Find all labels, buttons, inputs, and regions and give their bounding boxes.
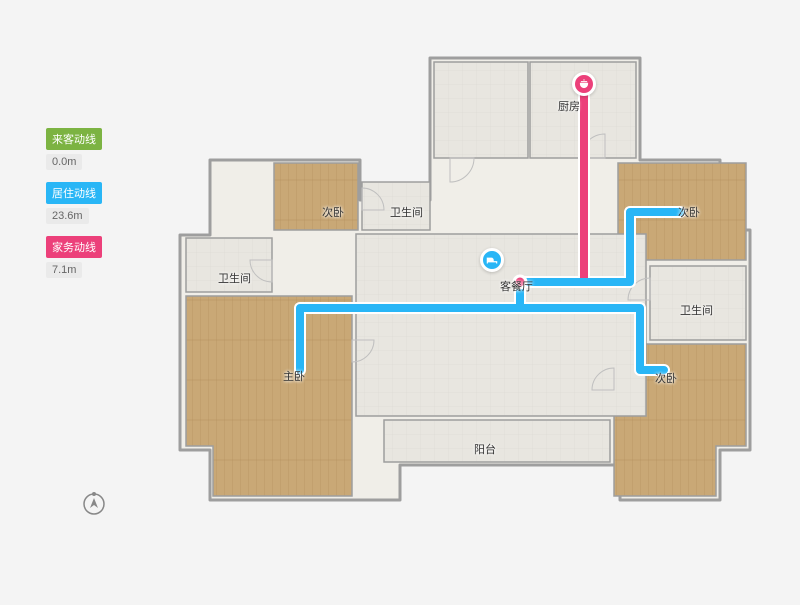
- compass-icon: [80, 490, 108, 518]
- legend-item-0: 来客动线 0.0m: [46, 128, 102, 170]
- label-balcony: 阳台: [474, 441, 496, 457]
- legend-value: 7.1m: [46, 262, 82, 278]
- label-bed4_r: 次卧: [655, 370, 677, 386]
- label-bed2_top: 次卧: [322, 204, 344, 220]
- room-balcony: [384, 420, 610, 462]
- legend-value: 23.6m: [46, 208, 89, 224]
- label-bath3: 卫生间: [680, 302, 713, 318]
- kitchen-marker: [572, 72, 596, 96]
- room-balcony_top: [434, 62, 528, 158]
- label-bath1: 卫生间: [218, 270, 251, 286]
- label-kitchen: 厨房: [558, 98, 580, 114]
- legend-label: 来客动线: [46, 128, 102, 150]
- label-master: 主卧: [283, 368, 305, 384]
- legend-value: 0.0m: [46, 154, 82, 170]
- label-bath2: 卫生间: [390, 204, 423, 220]
- legend-label: 家务动线: [46, 236, 102, 258]
- living-marker: [480, 248, 504, 272]
- label-living: 客餐厅: [500, 278, 533, 294]
- legend-label: 居住动线: [46, 182, 102, 204]
- legend-item-1: 居住动线 23.6m: [46, 182, 102, 224]
- label-bed3_r: 次卧: [678, 204, 700, 220]
- legend-item-2: 家务动线 7.1m: [46, 236, 102, 278]
- room-bed2_top: [274, 163, 358, 230]
- floorplan-svg: [0, 0, 800, 600]
- legend-panel: 来客动线 0.0m 居住动线 23.6m 家务动线 7.1m: [46, 128, 102, 592]
